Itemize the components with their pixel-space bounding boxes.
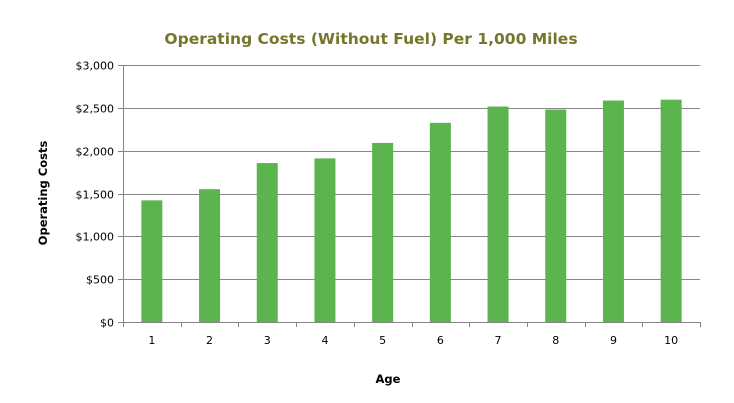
bar-age-7 bbox=[487, 106, 509, 322]
bar-age-9 bbox=[602, 100, 624, 322]
bar-age-1 bbox=[141, 200, 163, 322]
x-tick-label: 1 bbox=[148, 334, 155, 347]
bar-age-4 bbox=[314, 158, 336, 322]
x-tick-label: 4 bbox=[321, 334, 328, 347]
x-tick-label: 2 bbox=[206, 334, 213, 347]
y-tick-label: $2,500 bbox=[76, 103, 115, 116]
y-tick-label: $0 bbox=[100, 317, 114, 330]
bar-age-8 bbox=[545, 109, 567, 323]
y-axis-label: Operating Costs bbox=[36, 141, 50, 246]
x-tick-label: 6 bbox=[437, 334, 444, 347]
y-tick-label: $3,000 bbox=[76, 60, 115, 73]
bar-age-6 bbox=[429, 122, 451, 322]
bar-age-10 bbox=[660, 99, 682, 322]
x-tick-label: 9 bbox=[610, 334, 617, 347]
y-tick-labels: $0 $500 $1,000 $1,500 $2,000 $2,500 $3,000 bbox=[76, 60, 115, 330]
x-tick-labels: 1 2 3 4 5 6 7 8 9 10 bbox=[148, 334, 678, 347]
bars bbox=[141, 99, 682, 323]
axes bbox=[118, 65, 701, 327]
bar-age-3 bbox=[256, 163, 278, 322]
x-tick-label: 3 bbox=[264, 334, 271, 347]
y-tick-label: $500 bbox=[86, 274, 114, 287]
y-tick-label: $1,000 bbox=[76, 231, 115, 244]
x-axis-label: Age bbox=[376, 372, 401, 386]
y-tick-label: $1,500 bbox=[76, 189, 115, 202]
chart-title: Operating Costs (Without Fuel) Per 1,000… bbox=[164, 30, 577, 48]
x-tick-label: 5 bbox=[379, 334, 386, 347]
y-tick-label: $2,000 bbox=[76, 146, 115, 159]
bar-age-5 bbox=[372, 142, 394, 322]
x-tick-label: 10 bbox=[664, 334, 678, 347]
x-tick-label: 7 bbox=[495, 334, 502, 347]
x-tick-label: 8 bbox=[552, 334, 559, 347]
bar-age-2 bbox=[199, 189, 221, 322]
